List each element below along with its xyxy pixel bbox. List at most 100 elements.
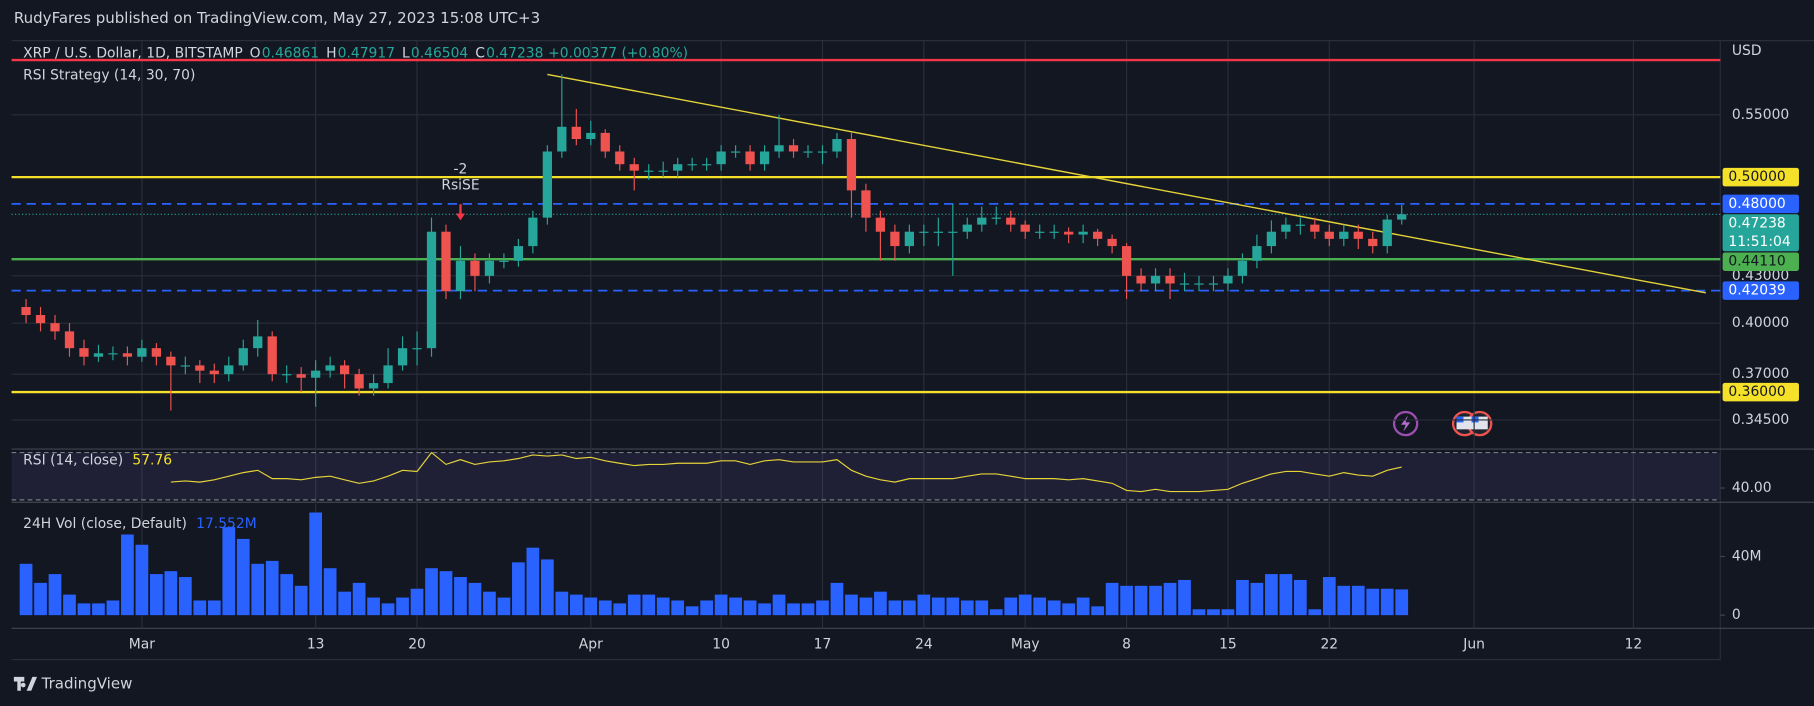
candle-body [513,246,524,261]
event-icon[interactable] [1392,410,1419,437]
price-label: 0.48000 [1728,196,1785,212]
volume-bar [1207,609,1220,616]
volume-bar [845,594,858,616]
candle-body [325,365,335,371]
volume-bar [888,600,902,616]
volume-bar [1105,582,1119,616]
volume-bar [1149,585,1162,616]
event-icon-glyph [1400,415,1411,432]
x-tick-label: 24 [915,637,933,653]
volume-bar [1091,606,1104,616]
candle-body [1092,231,1103,239]
volume-bar [555,591,569,616]
price-label-box [1722,167,1799,187]
candle-body [803,151,813,153]
volume-bar [743,600,757,616]
candle-body [253,336,263,349]
x-tick-label: 17 [814,637,832,653]
volume-bar [1163,582,1177,616]
candle-body [586,132,596,140]
volume-bar [874,591,887,616]
candle-body [1136,275,1146,284]
price-label-box [1722,281,1799,300]
volume-bar [236,538,250,616]
legend-item: RSI (14, close) [23,453,123,469]
candle-body [1339,231,1349,239]
candle-body [977,217,987,225]
x-tick-label: 15 [1219,637,1237,653]
price-label: 0.42039 [1728,283,1785,299]
volume-bar [1076,597,1090,616]
candle-body [296,374,306,378]
volume-bar [512,562,525,616]
volume-bar [903,600,916,616]
volume-bar [787,603,800,616]
volume-bar [135,544,149,616]
volume-bar [396,597,409,616]
trend-line [547,73,1706,294]
candle-body [397,348,408,366]
volume-bar [671,600,685,616]
price-label-box [1722,252,1799,271]
legend-item: +0.00377 (+0.80%) [548,45,688,61]
candle-body [1237,260,1248,276]
volume-bar [1018,594,1032,616]
volume-bar [294,585,308,616]
legend-item: 24H Vol (close, Default) [23,516,187,532]
candle-body [615,151,625,165]
volume-bar [816,600,829,616]
volume-bar [265,560,279,616]
candle-body [1194,283,1204,285]
candle-body [339,365,350,375]
candle-body [1368,238,1378,247]
candle-body [470,260,480,276]
candle-body [542,151,552,218]
candle-body [166,356,176,366]
x-tick-label: Apr [579,637,603,653]
candle-body [1006,217,1016,225]
volume-bar [1366,588,1380,616]
candle-body [21,306,31,316]
candle-body [1035,231,1045,233]
candle-body [890,231,900,247]
candle-body [1208,283,1219,285]
candle-body [702,164,712,166]
candle-body [441,231,451,292]
volume-bar [48,574,62,616]
price-label-box [1722,382,1799,402]
candle-body [1310,224,1320,232]
y-tick-label: 0.34500 [1732,412,1789,428]
volume-bar [656,597,670,616]
candle-body [730,151,741,153]
candle-body [1020,224,1030,232]
signal-arrow [455,204,466,221]
tradingview-logo [13,676,38,691]
candle-body [644,170,654,172]
candle-body [64,331,75,349]
candle-body [426,231,437,349]
candle-body [788,145,799,152]
volume-bar [1004,597,1018,616]
volume-bar [569,594,583,616]
volume-bar [917,594,931,616]
candle-body [1179,283,1190,285]
volume-bar [584,597,598,616]
volume-bar [1380,588,1394,616]
legend-item: 0.46861 [262,45,319,61]
candle-body [817,151,828,153]
candle-body [846,139,857,191]
candle-body [195,365,205,371]
candle-body [484,260,495,276]
volume-bar [859,597,873,616]
candle-body [1223,275,1233,284]
candle-body [745,151,755,165]
candle-body [687,164,697,166]
volume-bar [338,591,351,616]
volume-bar [77,603,91,616]
candle-body [832,139,842,152]
y-tick-label: 0.40000 [1732,315,1789,331]
y-tick-label: 0.43000 [1732,268,1789,284]
volume-bar [1192,609,1206,616]
legend-item: 0.46504 [411,45,469,61]
volume-bar [1279,574,1293,616]
